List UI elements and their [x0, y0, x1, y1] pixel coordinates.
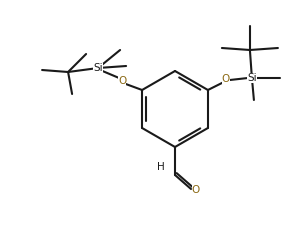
Text: O: O [118, 76, 126, 86]
Text: Si: Si [93, 63, 103, 73]
Text: Si: Si [247, 73, 257, 83]
Text: O: O [222, 74, 230, 84]
Text: O: O [192, 185, 200, 195]
Text: H: H [157, 162, 165, 172]
